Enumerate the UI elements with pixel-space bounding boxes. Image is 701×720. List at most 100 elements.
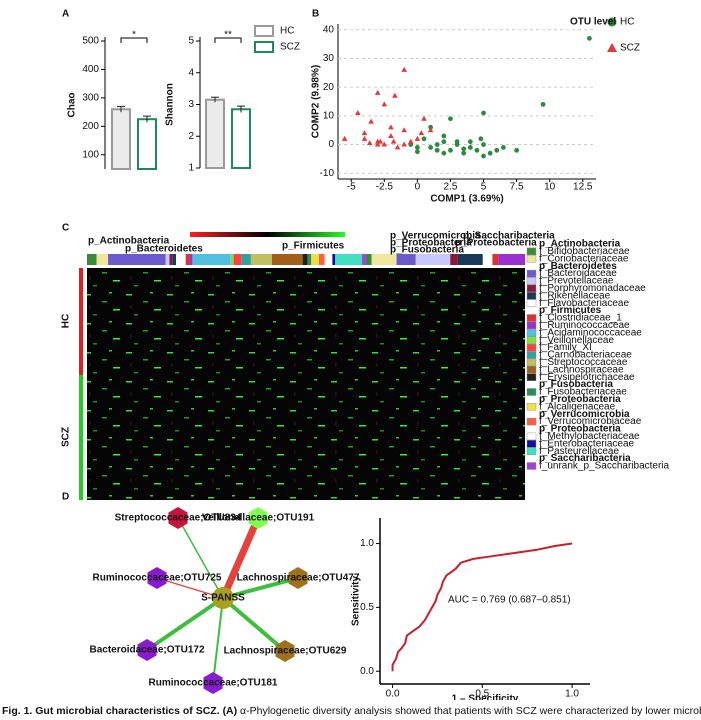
point — [428, 145, 434, 150]
y-tick-label: 3 — [188, 99, 194, 110]
legend-family: f_Alcaligenaceae — [539, 401, 616, 412]
y-tick-label: 4 — [188, 67, 194, 78]
y-tick-label: 0.0 — [360, 666, 374, 677]
significance: ** — [224, 30, 232, 41]
phylum-bar-segment — [230, 254, 234, 265]
point — [494, 147, 500, 153]
point — [355, 109, 361, 115]
panel-label: B — [312, 9, 319, 20]
legend-family: f_Streptococcaceae — [539, 357, 628, 368]
phylum-bar-segment — [172, 254, 177, 265]
y-axis-label: Shannon — [165, 83, 176, 126]
point — [448, 116, 453, 122]
node-label: Veillonellaceae;OTU191 — [202, 513, 315, 524]
phylum-bar-segment — [498, 254, 525, 265]
legend-family: f_Fusobacteriaceae — [539, 387, 627, 398]
y-tick-label: -10 — [320, 168, 335, 179]
y-tick-label: 0.5 — [360, 602, 374, 613]
point — [467, 145, 473, 150]
point — [487, 150, 493, 156]
point — [448, 147, 453, 153]
point — [514, 147, 520, 153]
legend-family: f_Clostridiaceae_1 — [539, 313, 622, 324]
legend-family: f_Methylobacteriaceae — [539, 431, 640, 442]
phylum-bar-segment — [87, 254, 97, 265]
point — [500, 145, 506, 150]
legend-family: f_Veillonellaceae — [539, 335, 614, 346]
legend-phylum: p_Saccharibacteria — [539, 453, 631, 464]
phylum-bar-segment — [302, 254, 308, 265]
phylum-bar-segment — [311, 254, 319, 265]
node-label: Ruminococcaceae;OTU725 — [93, 573, 222, 584]
phylum-bar-segment — [96, 254, 109, 265]
phylum-bar-segment — [165, 254, 170, 265]
x-tick-label: 0.0 — [386, 689, 400, 700]
phylum-label: p_Actinobacteria — [88, 236, 170, 247]
point — [427, 127, 434, 133]
figure-panels: ABCDE100200300400500Chao*12345Shannon**-… — [61, 9, 670, 705]
y-tick-label: 40 — [323, 24, 335, 35]
legend-swatch — [526, 336, 537, 344]
colorbar — [190, 232, 345, 237]
legend-label: SCZ — [620, 43, 640, 54]
legend-label: HC — [280, 26, 294, 37]
significance: * — [132, 30, 136, 41]
y-tick-label: 10 — [323, 110, 335, 121]
significance-bracket — [120, 37, 148, 43]
phylum-label: p_Firmicutes — [282, 241, 345, 252]
phylum-bar-segment — [241, 254, 251, 265]
point — [414, 145, 420, 150]
phylum-bar-segment — [108, 254, 166, 265]
network-node — [203, 672, 223, 694]
legend-swatch — [526, 277, 537, 285]
legend-family: f_Carnobacteriaceae — [539, 350, 632, 361]
y-tick-label: 2 — [188, 131, 194, 142]
y-tick-label: 500 — [82, 36, 99, 47]
legend-family: f_Pasteurellaceae — [539, 446, 619, 457]
network-node — [147, 567, 167, 589]
group-bar — [79, 268, 83, 375]
legend-phylum: p_Proteobacteria — [539, 424, 621, 435]
y-tick-label: 100 — [82, 149, 99, 160]
auc-annotation: AUC = 0.769 (0.687–0.851) — [448, 595, 571, 606]
legend-family: f_Lachnospiraceae — [539, 364, 624, 375]
center-label: S-PANSS — [201, 593, 245, 604]
legend-swatch — [526, 269, 537, 278]
phylum-bar-segment — [271, 254, 303, 265]
y-tick-label: 1 — [188, 163, 194, 174]
x-tick-label: 5 — [481, 182, 487, 193]
x-tick-label: 0 — [415, 182, 421, 193]
legend-marker — [607, 43, 617, 52]
point — [434, 142, 440, 147]
point — [377, 138, 384, 144]
phylum-bar-segment — [324, 254, 333, 265]
legend-swatch — [526, 366, 537, 374]
phylum-bar-segment — [457, 254, 483, 265]
phylum-bar-segment — [189, 254, 193, 265]
y-tick-label: 1.0 — [360, 538, 374, 549]
phylum-bar-segment — [365, 254, 372, 265]
bar — [231, 108, 251, 169]
group-label: SCZ — [61, 427, 72, 447]
phylum-bar-segment — [482, 254, 493, 265]
y-tick-label: 400 — [82, 64, 99, 75]
point — [414, 149, 420, 155]
phylum-bar-segment — [169, 254, 173, 265]
legend-family: f_unrank_p_Saccharibacteria — [539, 461, 670, 472]
point — [407, 138, 414, 144]
y-tick-label: 200 — [82, 121, 99, 132]
legend-swatch — [526, 358, 537, 367]
phylum-bar-segment — [492, 254, 499, 265]
bar — [137, 118, 157, 170]
point — [434, 147, 440, 153]
phylum-label: p_Saccharibacteria — [463, 231, 555, 242]
point — [461, 146, 467, 152]
legend-swatch — [526, 329, 537, 337]
point — [421, 115, 427, 121]
legend-swatch — [254, 25, 274, 37]
node-label: Bacteroidaceae;OTU172 — [89, 645, 204, 656]
point — [474, 147, 480, 153]
legend-family: f_Ruminococcaceae — [539, 320, 630, 331]
legend-family: f_Coriobacteriaceae — [539, 253, 629, 264]
legend-swatch — [526, 462, 537, 470]
